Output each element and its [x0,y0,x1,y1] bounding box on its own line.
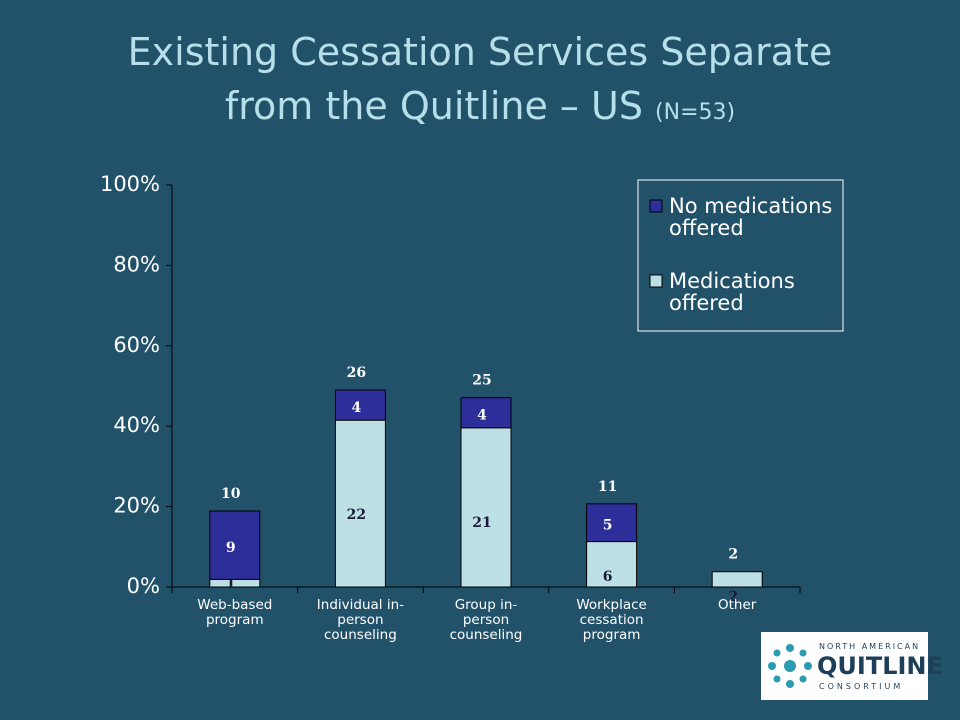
title-line: from the Quitline – US (N=53) [0,84,960,128]
y-tick-label: 100% [100,172,160,196]
legend-label: Medications offered [669,269,795,315]
value-label: 6 [603,569,613,585]
value-label: 2 [728,589,738,605]
value-label: 4 [477,408,487,424]
value-label: 22 [347,507,366,523]
bar-segment [334,419,386,588]
total-label: 11 [598,479,617,495]
bar-segment [209,510,261,580]
y-tick-label: 20% [113,494,160,518]
title-line: Existing Cessation Services Separate [127,30,833,74]
x-tick-label: Group in-person counseling [449,597,523,643]
x-tick-label: Web-based program [197,597,273,628]
bar-segment [586,541,638,588]
logo: NORTH AMERICAN QUITLINE CONSORTIUM [761,632,943,700]
value-label: 1 [226,576,236,592]
logo-icon [768,644,812,688]
legend-swatch [649,274,663,288]
value-label: 9 [226,540,236,556]
bar-segment [586,503,638,543]
y-tick-label: 40% [113,413,160,437]
x-tick-label: Individual in-person counseling [316,597,404,643]
total-label: 25 [472,373,491,389]
bar-segment [460,427,512,588]
title-note: (N=53) [655,100,736,125]
title-text: from the Quitline – US [224,84,643,128]
value-label: 21 [472,515,491,531]
y-tick-label: 80% [113,252,160,276]
bar-segment [711,571,763,588]
bar-segment [460,397,512,429]
value-label: 4 [352,400,362,416]
legend-label: No medications offered [669,194,833,240]
logo-text: QUITLINE [817,652,943,680]
x-tick-label: Workplace cessation program [576,597,647,643]
logo-text: CONSORTIUM [819,682,904,691]
bar-segment [334,389,386,421]
total-label: 2 [728,547,738,563]
legend-swatch [649,199,663,213]
y-tick-label: 60% [113,333,160,357]
value-label: 5 [603,518,613,534]
total-label: 10 [221,486,241,502]
x-tick-label: Other [718,597,757,613]
total-label: 26 [347,365,366,381]
y-tick-label: 0% [127,574,160,598]
legend-box [637,179,844,332]
logo-text: NORTH AMERICAN [819,642,921,651]
